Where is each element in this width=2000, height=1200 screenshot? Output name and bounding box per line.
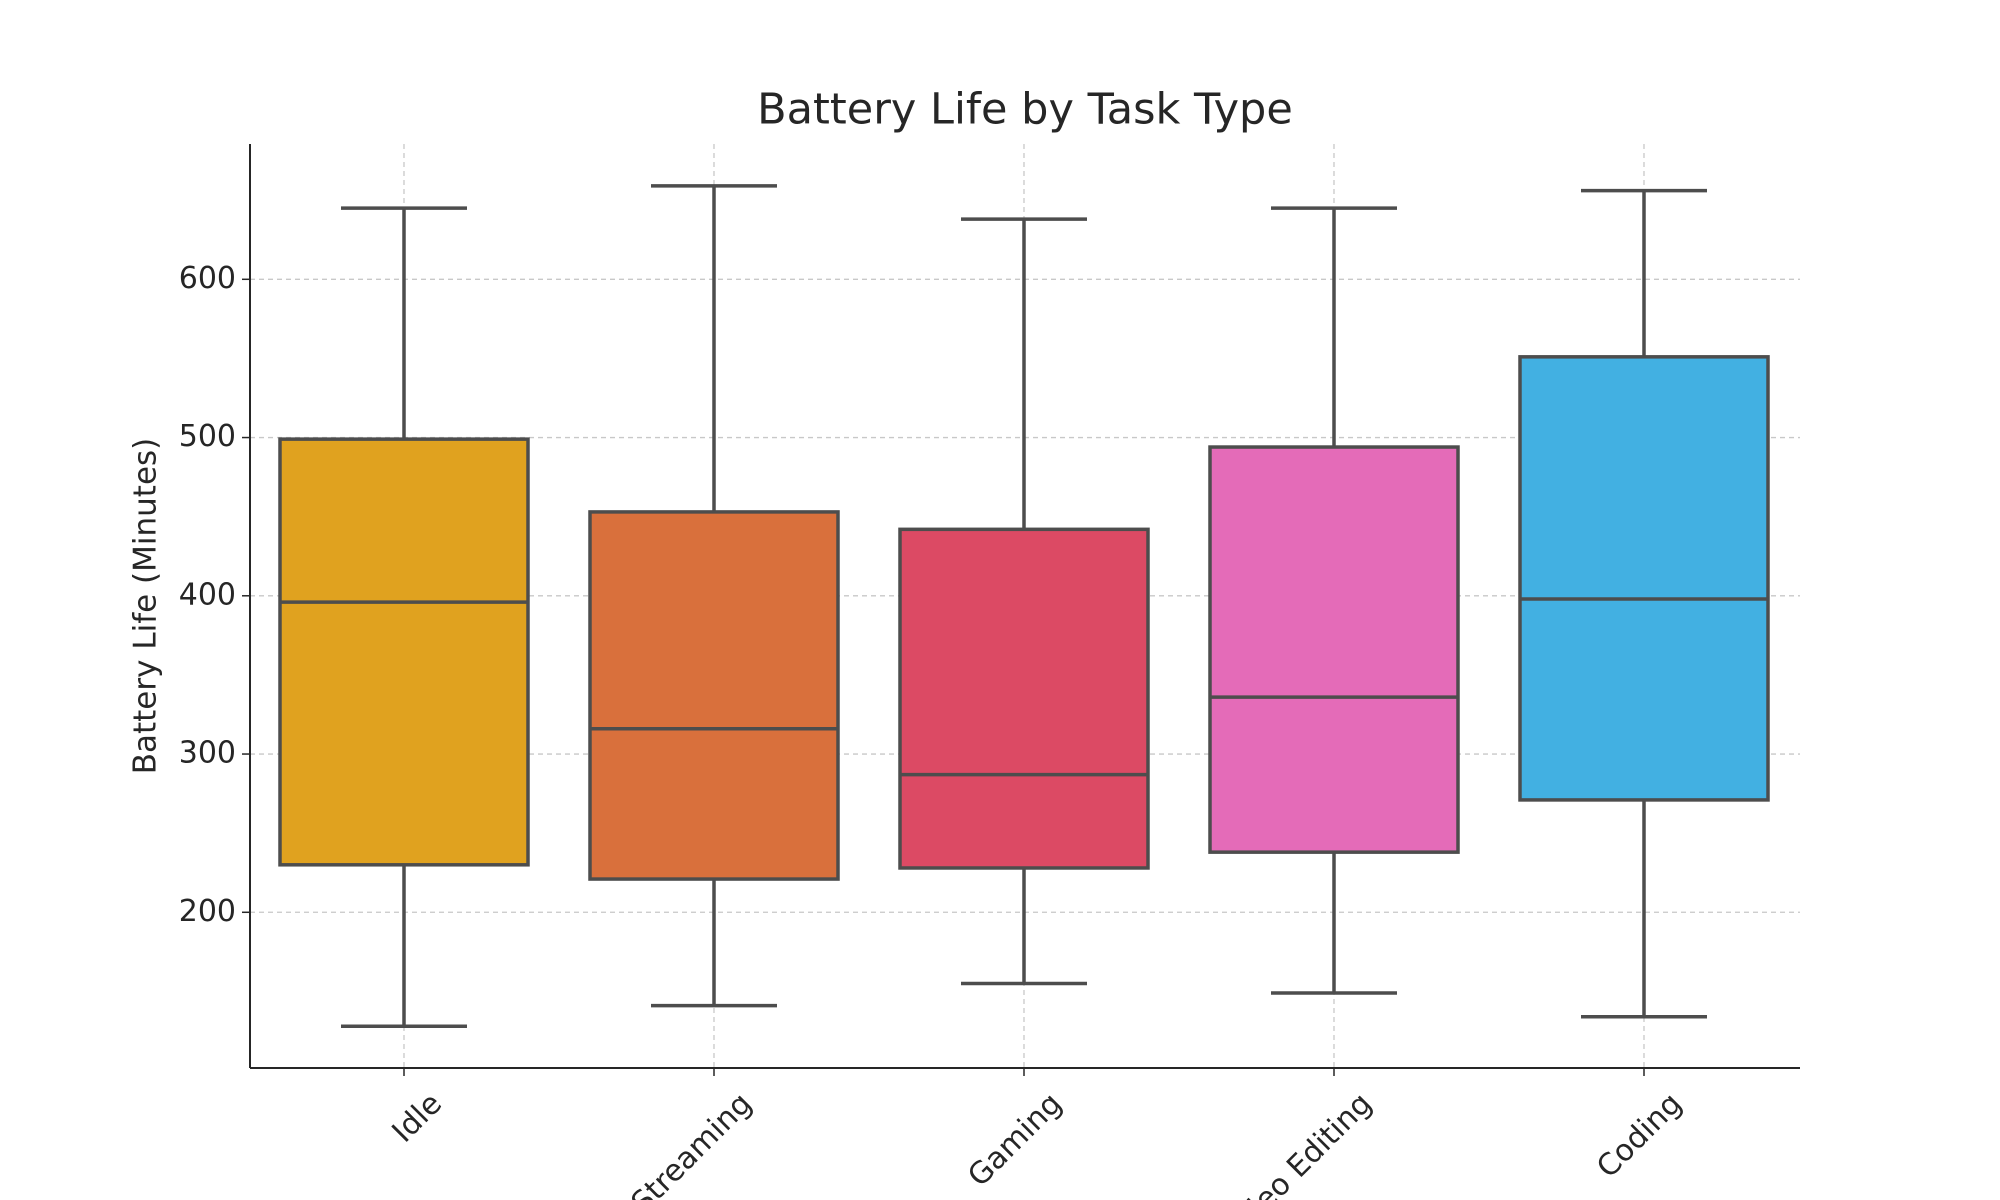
y-tick-label: 300 bbox=[179, 736, 236, 771]
y-axis-label: Battery Life (Minutes) bbox=[128, 438, 164, 775]
y-tick-label: 500 bbox=[179, 419, 236, 454]
y-tick-label: 600 bbox=[179, 261, 236, 296]
y-tick-label: 400 bbox=[179, 577, 236, 612]
box bbox=[1518, 355, 1770, 802]
box bbox=[278, 437, 530, 867]
y-tick-label: 200 bbox=[179, 894, 236, 929]
box bbox=[588, 510, 840, 881]
box bbox=[898, 527, 1150, 870]
box bbox=[1208, 445, 1460, 854]
chart-title: Battery Life by Task Type bbox=[757, 85, 1293, 135]
